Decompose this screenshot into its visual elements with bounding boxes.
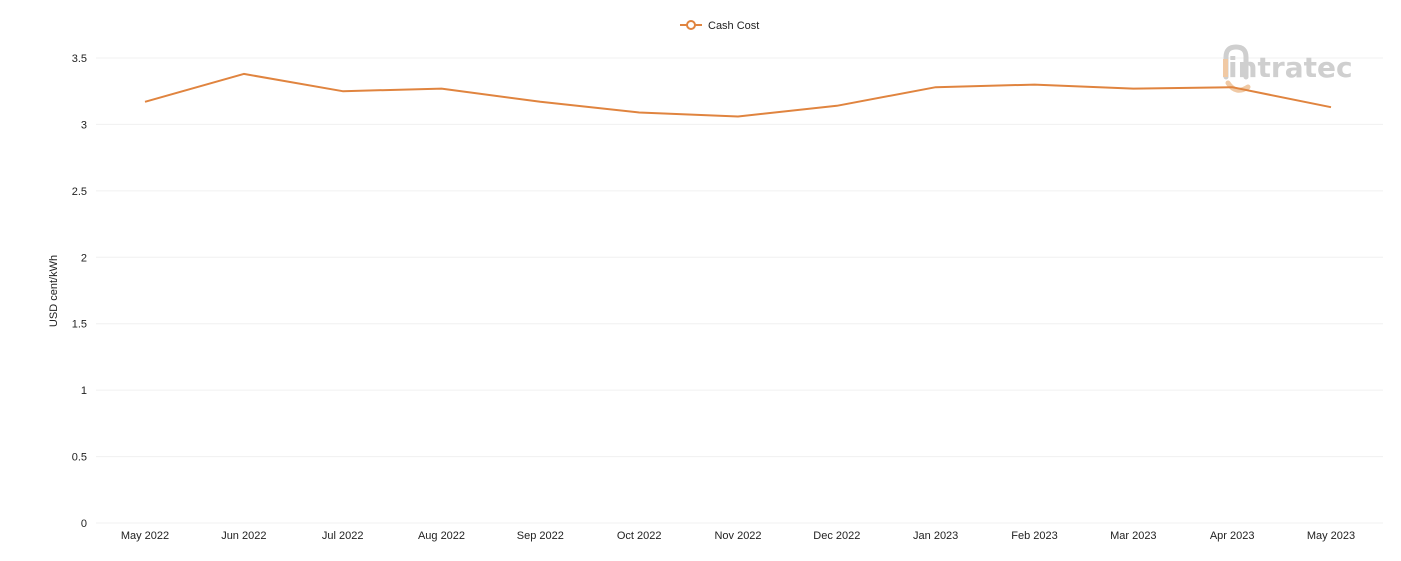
x-tick-label: Oct 2022 (617, 530, 662, 542)
data-point[interactable] (1229, 84, 1235, 90)
logo-dot (1223, 59, 1228, 77)
x-tick-label: Mar 2023 (1110, 530, 1156, 542)
x-tick-label: Aug 2022 (418, 530, 465, 542)
data-point[interactable] (834, 103, 840, 109)
y-axis-title: USD cent/kWh (48, 255, 60, 327)
y-tick-label: 1 (81, 385, 87, 397)
x-tick-label: Sep 2022 (517, 530, 564, 542)
data-point[interactable] (735, 113, 741, 119)
x-tick-label: Nov 2022 (714, 530, 761, 542)
y-tick-label: 1.5 (72, 319, 87, 331)
logo-accent-arc (1225, 80, 1251, 93)
legend-label: Cash Cost (708, 20, 759, 32)
data-point[interactable] (933, 84, 939, 90)
data-point[interactable] (340, 88, 346, 94)
x-tick-label: Feb 2023 (1011, 530, 1057, 542)
gridlines (96, 57, 1383, 524)
y-tick-label: 2 (81, 252, 87, 264)
series-line (144, 72, 1332, 118)
y-tick-label: 2.5 (72, 186, 87, 198)
series-group (142, 71, 1334, 119)
x-tick-label: Jul 2022 (322, 530, 364, 542)
watermark-text: intratec (1228, 51, 1353, 84)
data-point[interactable] (439, 86, 445, 92)
x-tick-label: Apr 2023 (1210, 530, 1255, 542)
data-point[interactable] (537, 99, 543, 105)
data-point[interactable] (636, 109, 642, 115)
x-tick-label: May 2022 (121, 530, 169, 542)
watermark-logo: intratec (1223, 44, 1353, 93)
x-tick-label: Dec 2022 (813, 530, 860, 542)
data-point[interactable] (1032, 82, 1038, 88)
legend-marker (686, 20, 696, 30)
y-tick-label: 0.5 (72, 452, 87, 464)
x-tick-label: Jun 2022 (221, 530, 266, 542)
data-point[interactable] (241, 71, 247, 77)
y-tick-label: 3.5 (72, 53, 87, 65)
x-tick-label: May 2023 (1307, 530, 1355, 542)
data-point[interactable] (1130, 86, 1136, 92)
x-tick-label: Jan 2023 (913, 530, 958, 542)
y-tick-label: 0 (81, 518, 87, 530)
legend: Cash Cost (680, 20, 759, 32)
y-axis: 0 0.5 1 1.5 2 2.5 3 3.5 (72, 53, 87, 530)
logo-arc (1223, 44, 1249, 80)
x-axis: May 2022 Jun 2022 Jul 2022 Aug 2022 Sep 2022… (121, 530, 1355, 542)
data-point[interactable] (1328, 104, 1334, 110)
y-tick-label: 3 (81, 119, 87, 131)
data-point[interactable] (142, 99, 148, 105)
